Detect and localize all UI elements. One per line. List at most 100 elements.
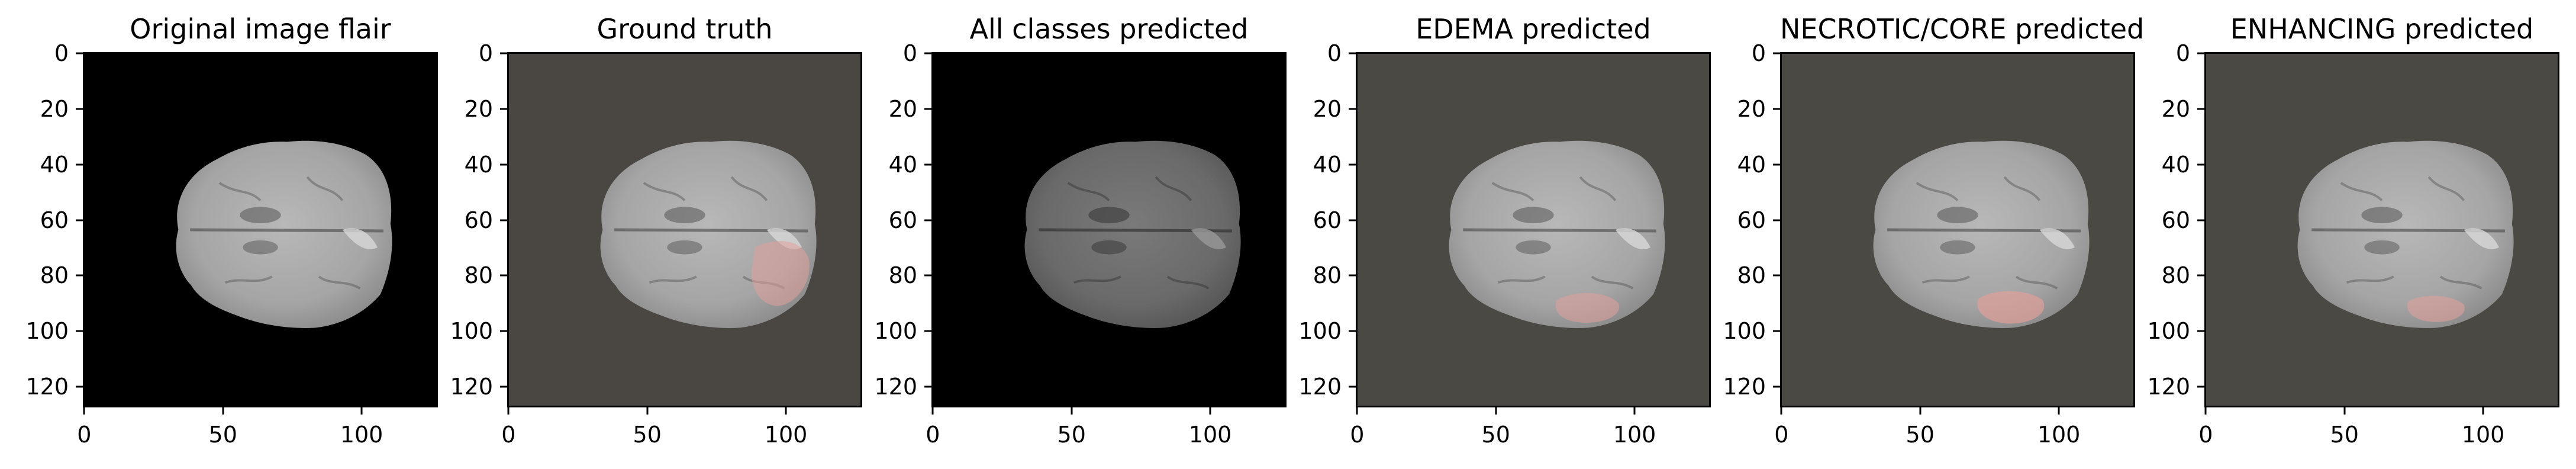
y-tick-label: 100: [1298, 318, 1342, 345]
y-tick-label: 100: [25, 318, 69, 345]
panel-title: Ground truth: [597, 13, 773, 45]
y-tick-mark: [500, 330, 507, 332]
y-tick-mark: [1349, 163, 1356, 166]
x-tick-mark: [83, 407, 85, 415]
x-tick-label: 50: [1906, 422, 1935, 448]
y-tick-mark: [76, 386, 83, 388]
y-tick-mark: [2197, 219, 2204, 221]
ventricle: [240, 207, 281, 224]
panel-title: Original image flair: [130, 13, 391, 45]
ventricle: [1940, 240, 1975, 255]
y-tick-mark: [1773, 386, 1780, 388]
y-tick-label: 40: [464, 151, 493, 178]
y-tick-label: 100: [450, 318, 493, 345]
y-tick-mark: [76, 219, 83, 221]
x-tick-mark: [785, 407, 787, 415]
ventricle: [1516, 240, 1551, 255]
x-tick-mark: [2204, 407, 2207, 415]
x-tick-label: 100: [340, 422, 383, 448]
x-tick-label: 100: [1188, 422, 1232, 448]
x-tick-mark: [2058, 407, 2060, 415]
y-tick-label: 60: [1313, 207, 1342, 233]
tumor-overlay: [2407, 295, 2465, 322]
sulci: [1491, 176, 1634, 290]
y-tick-label: 20: [1737, 96, 1766, 123]
x-tick-label: 0: [926, 422, 940, 448]
y-tick-mark: [1349, 386, 1356, 388]
y-tick-mark: [1773, 274, 1780, 277]
bright-region: [1615, 228, 1650, 249]
mri-image-frame: [83, 52, 438, 407]
mri-image-frame: [1780, 52, 2135, 407]
x-tick-mark: [507, 407, 510, 415]
x-tick-label: 100: [764, 422, 808, 448]
y-tick-mark: [2197, 274, 2204, 277]
ventricle: [1088, 207, 1130, 224]
y-tick-mark: [924, 386, 931, 388]
panel-4: NECROTIC/CORE predicted 0 20 40 60 80 100 120 0 5…: [1723, 0, 2204, 469]
y-tick-label: 120: [1298, 373, 1342, 400]
x-tick-mark: [360, 407, 363, 415]
ventricle: [243, 240, 278, 255]
y-tick-label: 20: [2161, 96, 2190, 123]
tumor-overlay: [752, 240, 810, 306]
y-tick-mark: [500, 163, 507, 166]
y-tick-mark: [1349, 219, 1356, 221]
y-tick-label: 100: [2147, 318, 2190, 345]
mri-image-frame: [1356, 52, 1711, 407]
y-tick-label: 60: [40, 207, 69, 233]
y-tick-label: 100: [1723, 318, 1766, 345]
x-tick-label: 0: [2198, 422, 2213, 448]
y-tick-mark: [500, 274, 507, 277]
y-tick-mark: [76, 52, 83, 54]
sulci: [2340, 176, 2482, 290]
y-tick-mark: [1773, 52, 1780, 54]
x-tick-label: 0: [1774, 422, 1789, 448]
ventricle: [667, 240, 702, 255]
mri-image-frame: [507, 52, 862, 407]
x-tick-label: 0: [77, 422, 92, 448]
panel-title: ENHANCING predicted: [2230, 13, 2534, 45]
ventricle: [664, 207, 705, 224]
mri-slice-image: [85, 54, 436, 406]
y-tick-mark: [500, 52, 507, 54]
y-tick-label: 60: [1737, 207, 1766, 233]
brain-region: [1449, 140, 1665, 328]
panel-1: Ground truth 0 20 40 60 80 100 120 0 50 100: [450, 0, 931, 469]
y-tick-label: 60: [2161, 207, 2190, 233]
y-tick-mark: [76, 274, 83, 277]
sulci: [643, 176, 785, 290]
y-tick-label: 40: [1737, 151, 1766, 178]
ventricle: [1937, 207, 1978, 224]
y-tick-mark: [924, 219, 931, 221]
y-tick-mark: [924, 274, 931, 277]
y-tick-label: 40: [1313, 151, 1342, 178]
panel-5: ENHANCING predicted 0 20 40 60 80 100 120 0 50 100: [2147, 0, 2576, 469]
brain-region: [1873, 140, 2090, 328]
mri-slice-image: [509, 54, 860, 406]
brain-region: [1024, 140, 1241, 328]
x-tick-label: 50: [208, 422, 237, 448]
x-tick-mark: [2482, 407, 2484, 415]
x-tick-label: 0: [501, 422, 516, 448]
brain-region: [176, 140, 392, 328]
y-tick-mark: [76, 163, 83, 166]
y-tick-mark: [1349, 52, 1356, 54]
y-tick-label: 80: [40, 262, 69, 289]
x-tick-mark: [646, 407, 649, 415]
x-tick-label: 50: [1057, 422, 1086, 448]
tumor-overlay: [1555, 293, 1620, 323]
y-tick-mark: [2197, 386, 2204, 388]
mri-image-frame: [2204, 52, 2559, 407]
x-tick-mark: [1356, 407, 1358, 415]
y-tick-mark: [76, 330, 83, 332]
mri-slice-image: [2206, 54, 2558, 406]
y-tick-mark: [1349, 330, 1356, 332]
x-tick-mark: [1209, 407, 1211, 415]
y-tick-mark: [924, 330, 931, 332]
y-tick-mark: [2197, 330, 2204, 332]
ventricle: [2361, 207, 2403, 224]
x-tick-label: 100: [2461, 422, 2505, 448]
sulci: [218, 176, 361, 290]
y-tick-label: 0: [1751, 40, 1766, 67]
